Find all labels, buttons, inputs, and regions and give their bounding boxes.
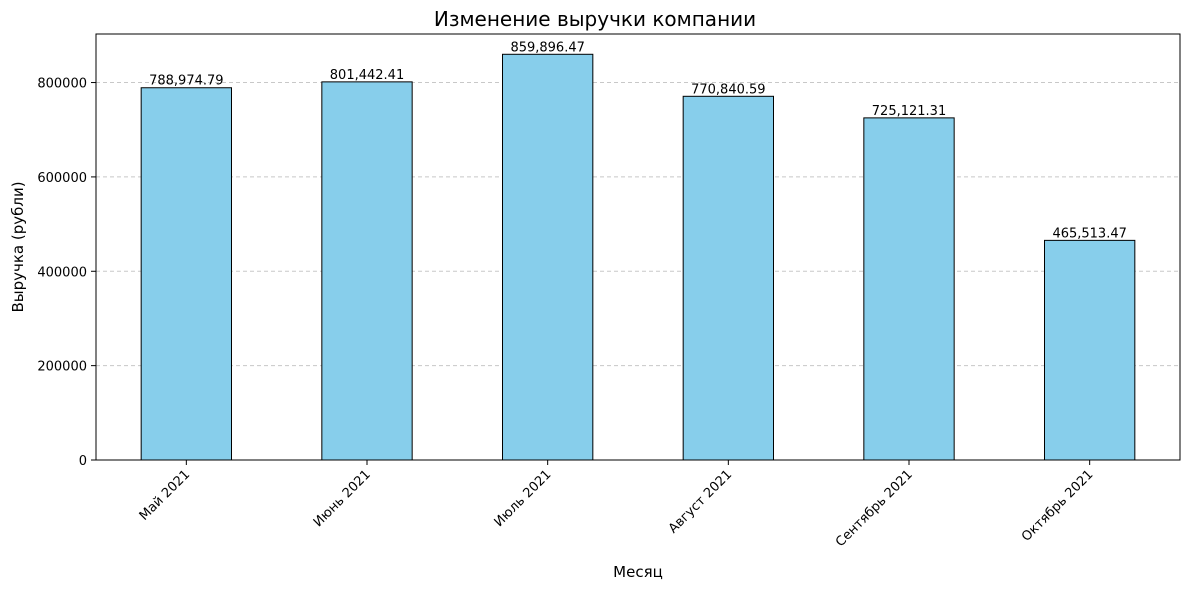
bar-value-label: 465,513.47 [1052, 226, 1126, 241]
x-tick-label: Июль 2021 [492, 467, 555, 530]
bar-value-label: 859,896.47 [510, 40, 584, 55]
y-tick-label: 200000 [37, 360, 87, 375]
y-axis-label: Выручка (рубли) [9, 181, 27, 312]
bar [140, 87, 233, 461]
x-axis: Май 2021 Июнь 2021 Июль 2021 Август 2021 Сен… [137, 460, 1097, 550]
bars [140, 53, 1136, 461]
x-tick-label: Август 2021 [666, 467, 735, 536]
plot-frame [95, 33, 1181, 461]
bar-value-label: 770,840.59 [691, 82, 765, 97]
bar [321, 81, 413, 461]
data-labels: 788,974.79 801,442.41 859,896.47 770,840.59… [149, 40, 1127, 241]
x-tick-label: Июнь 2021 [311, 467, 374, 530]
bar [502, 53, 594, 461]
chart-title: Изменение выручки компании [434, 7, 756, 31]
bar-value-label: 725,121.31 [872, 104, 946, 119]
x-tick-label: Октябрь 2021 [1019, 467, 1097, 545]
grid [96, 82, 1180, 367]
bar-value-label: 788,974.79 [149, 74, 223, 89]
x-tick-label: Сентябрь 2021 [833, 467, 916, 550]
x-tick-label: Май 2021 [137, 467, 193, 523]
bar [682, 95, 775, 461]
y-tick-label: 800000 [37, 77, 87, 92]
bar [1044, 239, 1136, 461]
y-tick-label: 600000 [37, 171, 87, 186]
y-tick-label: 0 [79, 454, 87, 469]
bar-value-label: 801,442.41 [330, 68, 404, 83]
y-axis: 0 200000 400000 600000 800000 [37, 77, 96, 469]
x-axis-label: Месяц [613, 563, 663, 581]
bar [863, 117, 955, 461]
y-tick-label: 400000 [37, 265, 87, 280]
